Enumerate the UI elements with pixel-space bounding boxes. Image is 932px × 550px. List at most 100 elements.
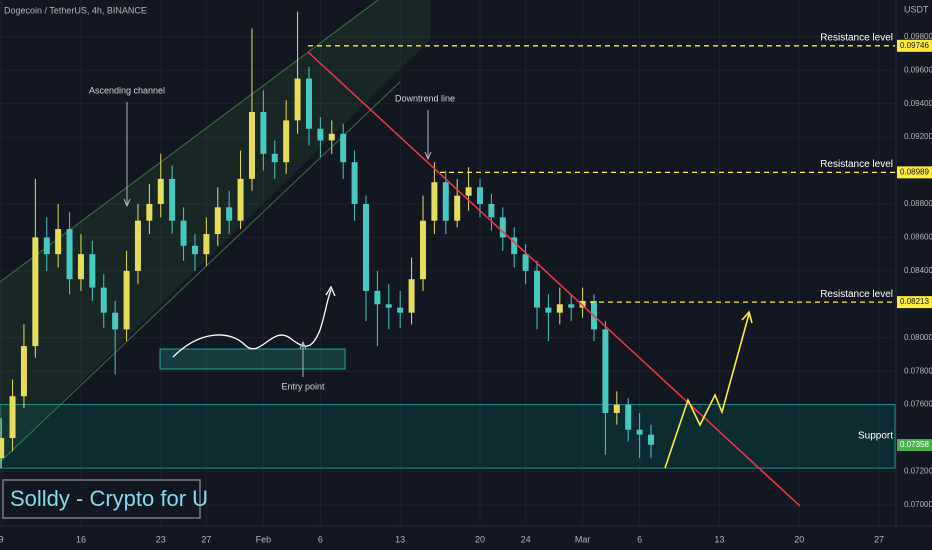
price-tag-label: 0.08213 xyxy=(900,297,929,306)
current-price-label: 0.07358 xyxy=(900,440,929,449)
candle-body xyxy=(226,207,233,221)
candle-body xyxy=(271,153,278,163)
candle-body xyxy=(385,304,392,308)
arrow-head xyxy=(325,285,336,297)
x-tick-label: 24 xyxy=(521,534,531,544)
candle-body xyxy=(32,237,39,347)
y-tick-label: 0.08400 xyxy=(904,266,932,275)
price-tag xyxy=(897,39,932,52)
support-label: Support xyxy=(858,431,893,442)
y-tick-label: 0.09200 xyxy=(904,132,932,141)
price-tag-label: 0.09746 xyxy=(900,41,929,50)
candle-body xyxy=(340,133,347,163)
arrow-head xyxy=(299,340,307,350)
axis-labels: 0.07000 0.07200 0.07600 0.07800 0.08000 0.084… xyxy=(0,32,932,544)
x-tick-label: 6 xyxy=(637,534,642,544)
candle-body xyxy=(157,178,164,204)
candle-body xyxy=(374,290,381,305)
price-tag xyxy=(897,166,932,179)
annotation: Downtrend line xyxy=(395,93,455,103)
watermark-box xyxy=(2,479,201,519)
candle-body xyxy=(636,429,643,435)
current-price-tag xyxy=(897,439,932,452)
candles xyxy=(0,11,655,469)
candle-body xyxy=(408,279,415,313)
candle-body xyxy=(397,307,404,313)
x-tick-label: 27 xyxy=(201,534,211,544)
candle-body xyxy=(545,307,552,313)
candle-body xyxy=(169,178,176,221)
candle-body xyxy=(237,178,244,221)
y-tick-label: 0.09800 xyxy=(904,32,932,41)
candle-body xyxy=(362,203,369,291)
candle-body xyxy=(317,128,324,141)
candle-body xyxy=(351,162,358,204)
candle-body xyxy=(556,304,563,313)
annotation: Entry point xyxy=(281,381,325,391)
arrow-head xyxy=(123,198,131,208)
candle-body xyxy=(613,404,620,413)
candle-body xyxy=(55,229,62,255)
candle-body xyxy=(522,254,529,271)
support-rect xyxy=(0,404,896,469)
channel-upper xyxy=(0,0,379,283)
x-tick-label: 9 xyxy=(0,534,4,544)
candle-body xyxy=(146,203,153,221)
candle-body xyxy=(283,120,290,163)
candle-body xyxy=(328,133,335,141)
candle-body xyxy=(260,112,267,154)
candle-body xyxy=(499,217,506,238)
x-tick-label: 23 xyxy=(156,534,166,544)
annotation: Ascending channel xyxy=(89,85,165,95)
y-tick-label: 0.07600 xyxy=(904,400,932,409)
candle-body xyxy=(431,182,438,221)
y-tick-label: 0.07000 xyxy=(904,500,932,509)
y-tick-label: 0.08600 xyxy=(904,233,932,242)
candle-body xyxy=(511,237,518,255)
candle-body xyxy=(66,229,73,280)
candle-body xyxy=(43,237,50,255)
candle-body xyxy=(123,270,130,330)
y-tick-label: 0.07800 xyxy=(904,366,932,375)
candle-body xyxy=(20,346,27,397)
x-tick-label: 20 xyxy=(794,534,804,544)
y-tick-label: 0.09600 xyxy=(904,65,932,74)
candle-body xyxy=(203,234,210,255)
candle-body xyxy=(442,182,449,221)
support-zone xyxy=(0,404,896,469)
candle-body xyxy=(602,329,609,413)
candle-body xyxy=(568,304,575,308)
arrow-head xyxy=(424,151,432,161)
arrow-head xyxy=(741,310,753,324)
candle-body xyxy=(214,207,221,235)
candle-body xyxy=(476,187,483,204)
x-tick-label: Mar xyxy=(575,534,591,544)
y-tick-label: 0.09400 xyxy=(904,99,932,108)
y-tick-label: 0.07200 xyxy=(904,467,932,476)
downtrend-line xyxy=(307,51,801,507)
time-axis xyxy=(0,526,932,550)
candle-body xyxy=(180,220,187,246)
candle-body xyxy=(488,203,495,218)
candle-body xyxy=(77,254,84,280)
candle-body xyxy=(89,254,96,288)
x-tick-label: 16 xyxy=(76,534,86,544)
resistance-label: Resistance level xyxy=(820,32,893,43)
axis-unit: USDT xyxy=(904,4,929,14)
candle-body xyxy=(305,78,312,129)
candle-body xyxy=(0,438,5,459)
candle-body xyxy=(294,78,301,121)
y-tick-label: 0.08800 xyxy=(904,199,932,208)
x-tick-label: 27 xyxy=(874,534,884,544)
projection-path xyxy=(664,313,750,469)
candle-body xyxy=(248,112,255,179)
candle-body xyxy=(191,245,198,255)
candle-body xyxy=(465,187,472,196)
watermark: Solldy - Crypto for U xyxy=(10,486,208,511)
resistance-label: Resistance level xyxy=(820,289,893,300)
resistance-label: Resistance level xyxy=(820,159,893,170)
candle-body xyxy=(454,195,461,221)
candle-body xyxy=(112,312,119,330)
